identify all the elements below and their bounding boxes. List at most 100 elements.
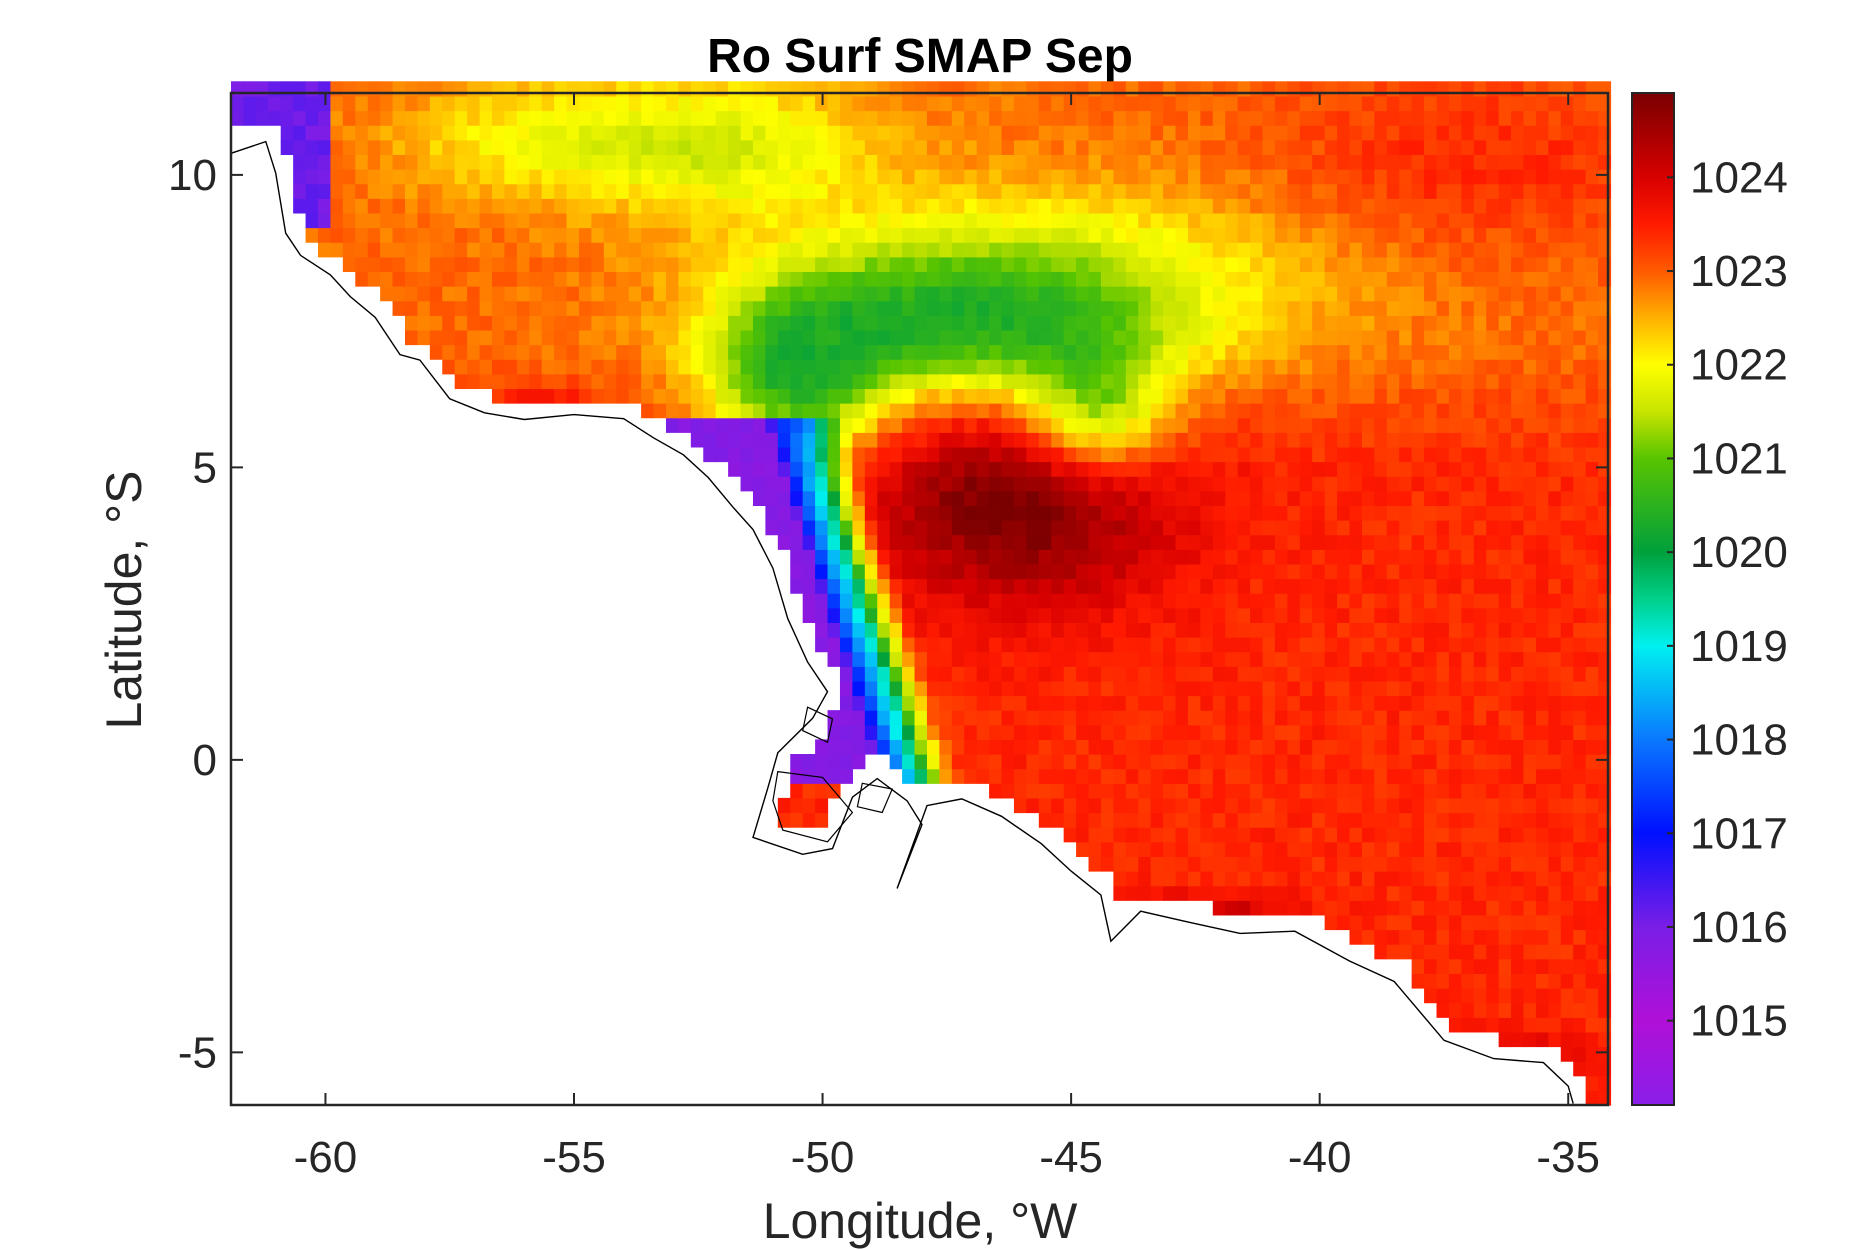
heatmap-cell [951, 315, 965, 331]
heatmap-cell [852, 271, 866, 287]
heatmap-cell [1013, 461, 1027, 477]
heatmap-cell [1088, 446, 1102, 463]
heatmap-cell [1237, 622, 1251, 638]
heatmap-cell [1461, 768, 1475, 784]
heatmap-cell [504, 125, 518, 141]
heatmap-cell [1051, 256, 1065, 273]
heatmap-cell [1001, 403, 1015, 419]
heatmap-cell [454, 286, 468, 302]
heatmap-cell [964, 563, 978, 580]
heatmap-cell [1026, 534, 1040, 550]
heatmap-cell [1225, 812, 1239, 828]
heatmap-cell [1585, 666, 1599, 682]
heatmap-cell [939, 417, 953, 433]
heatmap-cell [989, 286, 1003, 302]
heatmap-cell [827, 242, 841, 258]
heatmap-cell [467, 169, 481, 185]
heatmap-cell [728, 403, 742, 419]
heatmap-cell [1448, 344, 1462, 360]
heatmap-cell [1511, 388, 1525, 404]
heatmap-cell [1399, 607, 1413, 623]
heatmap-cell [1424, 373, 1438, 390]
heatmap-cell [690, 169, 704, 185]
heatmap-cell [939, 754, 953, 770]
heatmap-cell [1138, 563, 1152, 580]
heatmap-cell [951, 549, 965, 565]
heatmap-cell [877, 359, 891, 375]
heatmap-cell [951, 461, 965, 477]
heatmap-cell [1026, 520, 1040, 536]
heatmap-cell [1424, 417, 1438, 433]
heatmap-cell [1424, 856, 1438, 872]
heatmap-cell [902, 563, 916, 580]
heatmap-cell [1324, 607, 1338, 623]
heatmap-cell [1361, 125, 1375, 141]
heatmap-cell [1573, 988, 1587, 1004]
heatmap-cell [752, 315, 766, 331]
heatmap-cell [1100, 563, 1114, 580]
heatmap-cell [504, 212, 518, 229]
heatmap-cell [951, 446, 965, 463]
heatmap-cell [777, 534, 791, 550]
heatmap-cell [1225, 359, 1239, 375]
heatmap-cell [1125, 827, 1139, 843]
heatmap-cell [1535, 710, 1549, 726]
heatmap-cell [541, 300, 555, 316]
heatmap-cell [1473, 563, 1487, 580]
heatmap-cell [1274, 256, 1288, 273]
heatmap-cell [1225, 827, 1239, 843]
heatmap-cell [1237, 154, 1251, 170]
heatmap-cell [1486, 1017, 1500, 1033]
heatmap-cell [1200, 549, 1214, 565]
heatmap-cell [1523, 666, 1537, 682]
heatmap-cell [317, 183, 332, 199]
heatmap-cell [1200, 271, 1214, 287]
heatmap-cell [1498, 710, 1512, 726]
heatmap-cell [1051, 695, 1065, 711]
heatmap-cell [1187, 856, 1201, 872]
heatmap-cell [1225, 139, 1239, 156]
heatmap-cell [1312, 212, 1326, 229]
heatmap-cell [1138, 783, 1152, 799]
heatmap-cell [1461, 139, 1475, 156]
heatmap-cell [1448, 315, 1462, 331]
heatmap-cell [1076, 125, 1090, 141]
heatmap-cell [815, 622, 829, 638]
heatmap-cell [1486, 359, 1500, 375]
heatmap-cell [765, 256, 779, 273]
x-tick-label: -55 [542, 1133, 606, 1182]
heatmap-cell [1511, 856, 1525, 872]
heatmap-cell [1312, 534, 1326, 550]
heatmap-cell [1237, 710, 1251, 726]
heatmap-cell [1535, 212, 1549, 229]
heatmap-cell [504, 95, 518, 112]
heatmap-cell [429, 344, 443, 360]
heatmap-cell [1523, 651, 1537, 667]
heatmap-cell [889, 505, 903, 521]
heatmap-cell [1026, 198, 1040, 214]
heatmap-cell [976, 198, 990, 214]
heatmap-cell [454, 242, 468, 258]
heatmap-cell [1274, 739, 1288, 755]
heatmap-cell [1386, 885, 1400, 901]
heatmap-cell [1585, 446, 1599, 463]
heatmap-cell [1287, 359, 1301, 375]
heatmap-cell [1175, 461, 1189, 477]
heatmap-cell [1548, 973, 1562, 989]
heatmap-cell [1386, 827, 1400, 843]
heatmap-cell [1337, 417, 1351, 433]
heatmap-cell [1225, 637, 1239, 653]
heatmap-cell [1138, 242, 1152, 258]
heatmap-cell [417, 271, 431, 287]
heatmap-cell [1560, 154, 1574, 170]
heatmap-cell [1535, 973, 1549, 989]
heatmap-cell [1523, 549, 1537, 565]
heatmap-cell [1560, 1031, 1574, 1048]
heatmap-cell [1013, 417, 1027, 433]
y-tick-label: -5 [178, 1028, 217, 1077]
heatmap-cell [1386, 929, 1400, 945]
heatmap-cell [404, 286, 419, 302]
heatmap-cell [1225, 125, 1239, 141]
heatmap-cell [926, 242, 940, 258]
heatmap-cell [1312, 768, 1326, 784]
